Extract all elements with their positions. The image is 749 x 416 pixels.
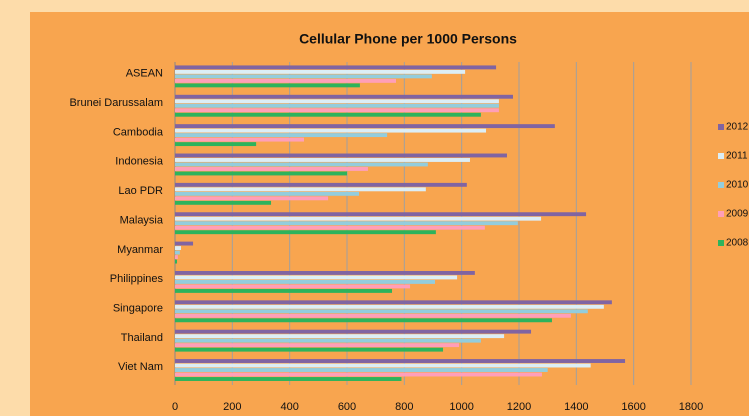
chart-title: Cellular Phone per 1000 Persons: [299, 31, 517, 47]
bar: [175, 200, 272, 205]
bar: [175, 255, 178, 260]
bar: [175, 329, 532, 334]
bar: [175, 142, 257, 147]
x-tick-label: 1000: [449, 401, 473, 413]
bar: [175, 171, 347, 176]
bar: [175, 368, 548, 372]
bar: [175, 162, 428, 167]
legend-swatch: [718, 211, 724, 217]
bar: [175, 288, 393, 293]
bar: [175, 284, 411, 289]
bar: [175, 65, 497, 70]
y-tick-label: Viet Nam: [118, 361, 163, 373]
bar: [175, 318, 552, 323]
bar: [175, 216, 542, 221]
x-tick-label: 600: [338, 401, 356, 413]
bar: [175, 128, 487, 133]
bar: [175, 225, 485, 230]
bar: [175, 300, 612, 305]
bar: [175, 246, 182, 251]
bar: [175, 94, 513, 99]
y-tick-label: ASEAN: [126, 68, 163, 80]
x-tick-label: 800: [395, 401, 413, 413]
bar: [175, 372, 542, 377]
bar: [175, 230, 436, 235]
bar: [175, 359, 626, 363]
x-tick-label: 1800: [679, 401, 703, 413]
y-tick-label: Myanmar: [117, 244, 163, 256]
bar: [175, 377, 402, 381]
bar: [175, 182, 467, 187]
bar: [175, 103, 499, 108]
x-tick-label: 1200: [507, 401, 531, 413]
legend-label: 2011: [726, 151, 748, 162]
bar: [175, 137, 304, 142]
bar: [175, 74, 432, 79]
legend-label: 2008: [726, 238, 749, 249]
bar: [175, 309, 588, 314]
bar: [175, 304, 604, 309]
bar: [175, 196, 329, 201]
bar: [175, 99, 499, 104]
legend-swatch: [718, 240, 724, 246]
bar: [175, 334, 505, 339]
x-tick-label: 1600: [621, 401, 645, 413]
bar: [175, 69, 466, 74]
legend-label: 2012: [726, 122, 749, 133]
bar: [175, 108, 499, 113]
legend-swatch: [718, 182, 724, 188]
x-tick-label: 400: [280, 401, 298, 413]
bar: [175, 167, 368, 171]
bar: [175, 133, 388, 138]
y-tick-label: Philippines: [110, 273, 164, 285]
bar: [175, 221, 518, 226]
bar: [175, 270, 475, 275]
x-tick-label: 200: [223, 401, 241, 413]
bar: [175, 343, 460, 348]
y-tick-label: Thailand: [121, 332, 163, 344]
bar: [175, 338, 481, 343]
bar: [175, 78, 397, 83]
legend-label: 2010: [726, 180, 749, 191]
y-tick-label: Indonesia: [115, 156, 164, 168]
bar: [175, 112, 481, 117]
legend-swatch: [718, 153, 724, 159]
bar: [175, 158, 470, 162]
y-tick-label: Brunei Darussalam: [69, 97, 163, 109]
y-tick-label: Lao PDR: [118, 185, 163, 197]
y-tick-label: Singapore: [113, 302, 163, 314]
x-tick-label: 1400: [564, 401, 588, 413]
bar: [175, 187, 426, 192]
bar: [175, 279, 436, 284]
bar: [175, 250, 180, 255]
legend-swatch: [718, 124, 724, 130]
bar: [175, 241, 194, 246]
x-tick-label: 0: [172, 401, 178, 413]
bar: [175, 83, 360, 88]
bar: [175, 363, 591, 368]
legend-label: 2009: [726, 209, 749, 220]
bar: [175, 212, 587, 217]
bar: [175, 153, 507, 158]
bar: [175, 313, 571, 318]
bar: [175, 259, 178, 264]
bar: [175, 347, 444, 352]
y-tick-label: Malaysia: [120, 214, 164, 226]
y-tick-label: Cambodia: [113, 126, 164, 138]
bar: [175, 275, 458, 280]
bar: [175, 124, 555, 129]
bar: [175, 191, 360, 196]
